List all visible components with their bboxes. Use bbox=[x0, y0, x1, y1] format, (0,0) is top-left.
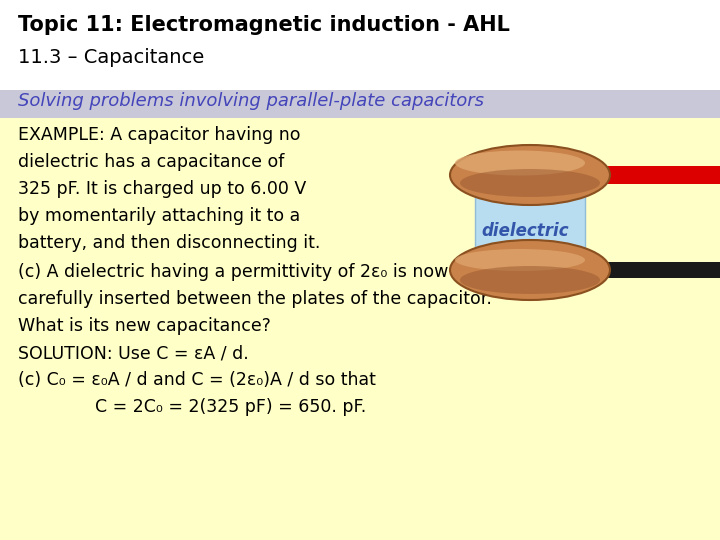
Ellipse shape bbox=[450, 145, 610, 205]
Text: battery, and then disconnecting it.: battery, and then disconnecting it. bbox=[18, 234, 320, 252]
Text: 325 pF. It is charged up to 6.00 V: 325 pF. It is charged up to 6.00 V bbox=[18, 180, 306, 198]
Text: 11.3 – Capacitance: 11.3 – Capacitance bbox=[18, 48, 204, 67]
Ellipse shape bbox=[460, 169, 600, 197]
FancyBboxPatch shape bbox=[0, 90, 720, 118]
Ellipse shape bbox=[450, 240, 610, 300]
Text: carefully inserted between the plates of the capacitor.: carefully inserted between the plates of… bbox=[18, 290, 492, 308]
Text: dielectric has a capacitance of: dielectric has a capacitance of bbox=[18, 153, 284, 171]
FancyBboxPatch shape bbox=[570, 262, 720, 278]
Text: (c) A dielectric having a permittivity of 2ε₀ is now: (c) A dielectric having a permittivity o… bbox=[18, 263, 449, 281]
Text: Solving problems involving parallel-plate capacitors: Solving problems involving parallel-plat… bbox=[18, 92, 484, 110]
FancyBboxPatch shape bbox=[0, 118, 720, 540]
Text: by momentarily attaching it to a: by momentarily attaching it to a bbox=[18, 207, 300, 225]
FancyBboxPatch shape bbox=[475, 185, 585, 262]
Text: SOLUTION: Use C = εA / d.: SOLUTION: Use C = εA / d. bbox=[18, 344, 248, 362]
Ellipse shape bbox=[455, 151, 585, 176]
Text: C = 2C₀ = 2(325 pF) = 650. pF.: C = 2C₀ = 2(325 pF) = 650. pF. bbox=[18, 398, 366, 416]
Ellipse shape bbox=[460, 266, 600, 294]
Ellipse shape bbox=[455, 249, 585, 271]
FancyBboxPatch shape bbox=[0, 0, 720, 100]
Text: (c) C₀ = ε₀A / d and C = (2ε₀)A / d so that: (c) C₀ = ε₀A / d and C = (2ε₀)A / d so t… bbox=[18, 371, 376, 389]
Text: What is its new capacitance?: What is its new capacitance? bbox=[18, 317, 271, 335]
FancyBboxPatch shape bbox=[570, 166, 720, 184]
Text: Topic 11: Electromagnetic induction - AHL: Topic 11: Electromagnetic induction - AH… bbox=[18, 15, 510, 35]
Text: EXAMPLE: A capacitor having no: EXAMPLE: A capacitor having no bbox=[18, 126, 300, 144]
Text: dielectric: dielectric bbox=[481, 221, 569, 240]
